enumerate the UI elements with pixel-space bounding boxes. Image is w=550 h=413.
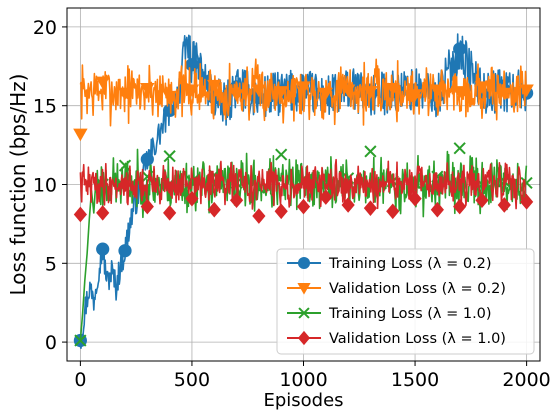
data-point-marker [497,87,512,101]
data-point-marker [229,89,244,102]
y-axis-title: Loss function (bps/Hz) [6,74,30,296]
data-point-marker [341,197,355,213]
data-point-marker [73,206,87,223]
legend: Training Loss (λ = 0.2) Validation Loss (… [276,248,535,355]
data-point-marker [474,81,490,94]
marker-stroke [453,142,466,155]
data-point-marker [430,84,445,98]
data-point-marker [408,190,422,207]
data-point-marker [95,76,110,90]
legend-item: Validation Loss (λ = 0.2) [287,281,506,297]
marker-stroke [298,307,310,319]
data-point-marker [340,84,356,98]
data-point-marker [453,142,466,155]
data-point-marker [273,86,289,99]
data-point-marker [519,84,534,98]
axis-ticks: 0 500 1000 1500 2000 0 5 10 15 20 [33,17,550,391]
marker-stroke [74,334,87,347]
marker-stroke [275,148,288,161]
series-line [79,158,527,211]
data-point-marker [520,194,534,210]
data-point-marker [274,203,288,220]
data-point-marker [296,198,311,215]
data-point-marker [296,81,311,94]
data-point-marker [185,190,199,207]
y-tick-label: 15 [33,96,57,118]
legend-label: Training Loss (λ = 0.2) [328,256,492,272]
data-point-marker [162,90,177,104]
x-tick-label: 0 [74,369,86,391]
data-point-marker [140,82,155,96]
data-point-marker [73,128,88,142]
marker-stroke [141,170,154,183]
data-point-marker [297,330,311,346]
x-tick-label: 500 [174,369,210,391]
x-tick-label: 1000 [279,369,327,391]
data-point-marker [298,307,310,319]
y-tick-label: 0 [45,332,57,354]
plot-area [73,33,534,349]
marker-stroke [118,159,132,172]
legend-box [276,248,535,355]
data-point-marker [74,334,87,347]
data-point-marker [96,242,110,256]
data-point-marker [185,58,199,72]
x-tick-label: 1500 [391,369,439,391]
data-point-marker [407,89,423,102]
series [73,58,534,142]
legend-item: Training Loss (λ = 1.0) [287,306,492,322]
legend-label: Validation Loss (λ = 1.0) [329,331,506,347]
data-point-marker [297,256,311,270]
data-point-marker [275,148,288,161]
data-point-marker [475,192,489,209]
data-point-marker [184,84,200,98]
data-point-marker [163,103,177,118]
data-point-marker [163,150,176,163]
data-point-marker [207,79,222,93]
marker-stroke [163,150,176,163]
y-tick-label: 5 [45,253,57,275]
legend-item: Training Loss (λ = 0.2) [287,256,492,272]
y-tick-label: 20 [33,17,57,39]
data-point-marker [118,159,132,172]
legend-label: Training Loss (λ = 1.0) [328,306,492,322]
data-point-marker [207,201,221,218]
data-point-marker [140,198,154,215]
data-point-marker [363,86,378,99]
data-point-marker [364,145,377,158]
data-point-marker [452,86,467,99]
data-point-marker [251,84,267,98]
data-point-marker [96,205,110,221]
data-point-marker [229,192,244,209]
data-point-marker [318,87,334,101]
data-point-marker [118,176,132,193]
data-point-marker [363,200,378,216]
data-point-marker [163,205,177,221]
x-axis-title: Episodes [263,390,343,411]
data-point-marker [453,42,467,56]
data-point-marker [497,197,511,213]
data-point-marker [118,244,132,258]
data-point-marker [140,152,154,166]
data-point-marker [386,203,400,220]
data-point-marker [252,208,266,224]
data-point-marker [297,283,311,295]
y-tick-label: 10 [33,175,57,197]
data-point-marker [430,201,444,218]
legend-label: Validation Loss (λ = 0.2) [329,281,506,297]
data-point-marker [453,198,467,215]
series [73,158,534,224]
x-tick-label: 2000 [502,369,550,391]
data-point-marker [117,87,133,101]
data-point-marker [385,82,400,96]
data-point-marker [319,189,333,205]
marker-stroke [364,145,377,158]
legend-item: Validation Loss (λ = 1.0) [287,330,506,347]
